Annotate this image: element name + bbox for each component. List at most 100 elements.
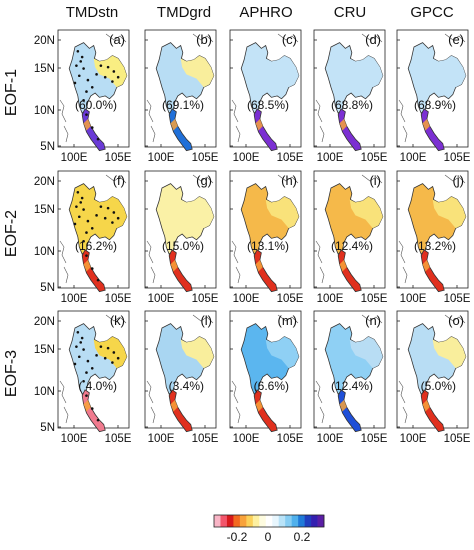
country-shape (240, 183, 300, 293)
station-dot (73, 222, 77, 226)
column-header-aphro: APHRO (239, 4, 292, 21)
x-tick-label: 105E (277, 152, 304, 164)
station-dot (106, 346, 110, 350)
coastline-line (315, 99, 325, 143)
northeast-region (180, 336, 214, 369)
border-line (277, 174, 299, 184)
northeast-region (180, 196, 214, 229)
station-dot (90, 407, 94, 410)
country-shape (68, 323, 128, 433)
station-dot (75, 205, 78, 208)
station-dot (103, 356, 107, 360)
colorbar-swatch (272, 515, 280, 527)
map-panel-c: (c) (68.5%) 100E 105E (229, 29, 304, 164)
station-dot (79, 341, 83, 344)
map-panel-e: (e) (68.9%) 100E 105E (396, 29, 471, 164)
coastline-line (398, 380, 408, 424)
border-line (444, 314, 466, 324)
x-tick-label: 105E (192, 293, 219, 305)
row-label-eof-2: EOF-2 (3, 210, 20, 257)
station-dot (103, 75, 107, 79)
variance-label: (5.0%) (421, 379, 456, 393)
x-tick-label: 105E (361, 293, 388, 305)
country-shape (155, 323, 215, 433)
country-shape (240, 42, 300, 152)
colorbar-swatch (291, 515, 299, 527)
x-tick-label: 100E (317, 152, 344, 164)
map-panel-k: (k) ( 4.0%) 20N 15N 10N 5N 100E 105E (34, 310, 132, 445)
station-dot (99, 205, 103, 208)
colorbar-swatch (311, 515, 318, 527)
x-tick-label: 105E (361, 152, 388, 164)
isthmus-gradient (83, 118, 91, 131)
map-panel-f: (f) (16.2%) 20N 15N 10N 5N 100E 105E (34, 170, 132, 305)
station-dot (90, 366, 94, 370)
country-shape (407, 323, 467, 433)
x-tick-label: 105E (192, 152, 219, 164)
column-header-cru: CRU (334, 4, 367, 21)
variance-label: (12.4%) (331, 239, 373, 253)
coastline-line (315, 380, 325, 424)
station-dot (90, 126, 94, 129)
country-shape (324, 183, 384, 293)
x-tick-label: 100E (61, 433, 88, 445)
x-tick-label: 100E (400, 293, 427, 305)
panel-letter: (j) (452, 173, 464, 188)
border-line (105, 314, 127, 324)
x-tick-label: 100E (400, 433, 427, 445)
map-panel-n: (n) (12.4%) 100E 105E (313, 310, 388, 445)
northeast-region (349, 196, 383, 229)
isthmus-gradient (83, 259, 91, 272)
x-tick-label: 105E (105, 152, 132, 164)
x-tick-label: 100E (233, 433, 260, 445)
panel-letter: (f) (113, 173, 125, 188)
station-dot (116, 356, 120, 360)
colorbar-label: 0.2 (294, 530, 311, 544)
isthmus-gradient (422, 399, 430, 412)
x-tick-label: 105E (277, 433, 304, 445)
station-dot (111, 221, 114, 224)
station-dot (79, 60, 83, 63)
variance-label: (6.6%) (254, 379, 289, 393)
colorbar-swatch (246, 515, 254, 527)
column-header-gpcc: GPCC (410, 4, 454, 21)
x-tick-label: 105E (444, 293, 471, 305)
station-dot (112, 70, 116, 73)
station-dot (76, 49, 80, 53)
isthmus-gradient (339, 118, 347, 131)
y-tick-label: 15N (34, 63, 55, 75)
isthmus-gradient (170, 259, 178, 272)
country-shape (155, 42, 215, 152)
isthmus-gradient (83, 399, 91, 412)
y-tick-label: 10N (34, 105, 55, 117)
station-dot (82, 239, 85, 243)
station-dot (80, 336, 84, 340)
border-line (361, 33, 383, 43)
station-dot (76, 190, 80, 194)
station-dot (82, 348, 85, 351)
y-tick-label: 20N (34, 176, 55, 188)
panel-letter: (e) (448, 32, 464, 47)
coastline-line (59, 240, 69, 284)
station-dot (85, 231, 88, 234)
coastline-line (146, 380, 156, 424)
colorbar-swatch (259, 515, 267, 527)
northeast-region (180, 55, 214, 88)
station-dot (73, 81, 77, 85)
x-tick-label: 100E (317, 293, 344, 305)
x-tick-label: 100E (148, 293, 175, 305)
x-tick-label: 105E (444, 433, 471, 445)
map-panel-o: (o) (5.0%) 100E 105E (396, 310, 471, 445)
northeast-region (93, 336, 127, 369)
map-panel-b: (b) (69.1%) 100E 105E (144, 29, 219, 164)
panel-letter: (d) (365, 32, 381, 47)
station-dot (112, 211, 116, 214)
country-shape (68, 183, 128, 293)
row-labels: EOF-1 EOF-2 EOF-3 (3, 69, 20, 397)
panel-letter: (i) (369, 173, 381, 188)
station-dot (86, 359, 90, 363)
x-tick-label: 100E (400, 152, 427, 164)
station-dot (75, 345, 78, 348)
y-tick-label: 5N (40, 422, 55, 434)
